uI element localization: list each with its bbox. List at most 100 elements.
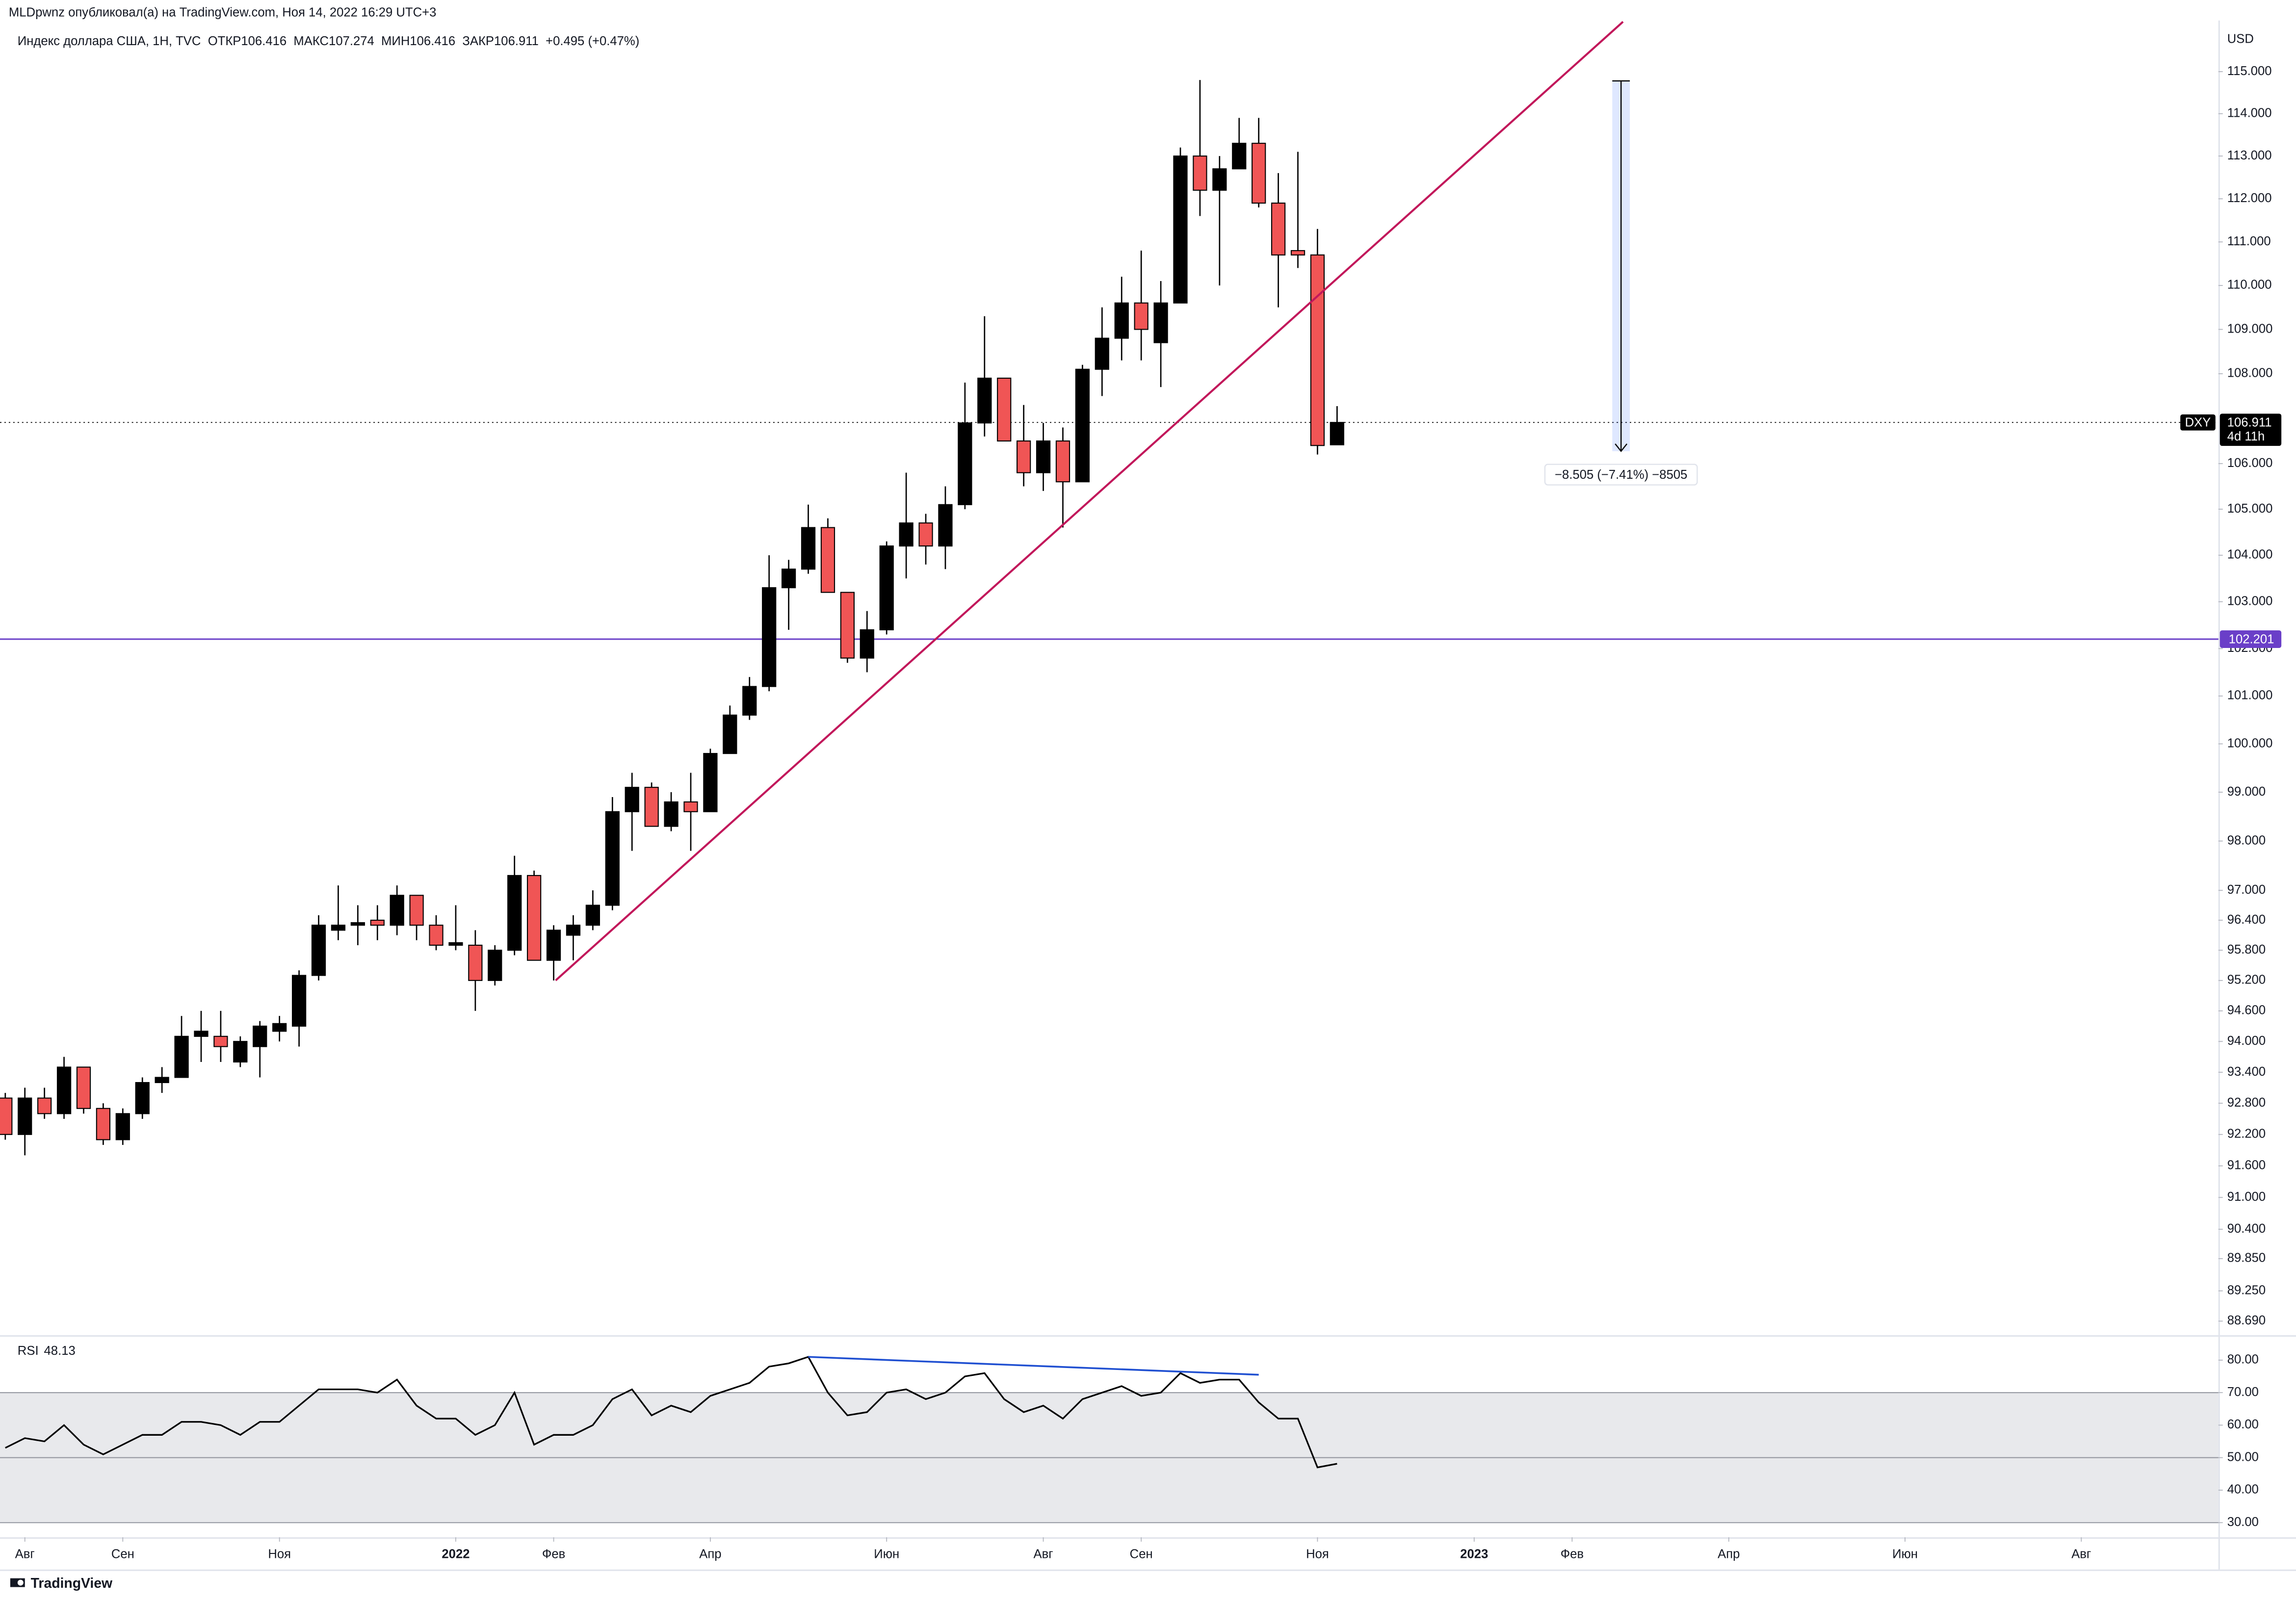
candle-body (546, 930, 561, 961)
y-tick-label: 50.00 (2227, 1450, 2259, 1464)
rsi-pane: RSI 48.13 (0, 1344, 2218, 1524)
candle-body (820, 527, 835, 593)
candle-body (566, 925, 581, 936)
candle-body (155, 1077, 169, 1084)
y-tick-label: 95.200 (2227, 973, 2266, 987)
candle-body (272, 1023, 287, 1032)
y-tick-label: 106.000 (2227, 456, 2273, 470)
candle-body (0, 1097, 13, 1135)
y-tick-label: 80.00 (2227, 1353, 2259, 1367)
x-tick-label: Сен (111, 1548, 134, 1561)
x-tick-label: Авг (1034, 1548, 1053, 1561)
y-tick-label: 97.000 (2227, 883, 2266, 897)
y-tick-label: 90.400 (2227, 1222, 2266, 1236)
rsi-legend-value: 48.13 (44, 1344, 76, 1358)
y-tick-label: 93.400 (2227, 1065, 2266, 1079)
candle-body (1290, 250, 1305, 256)
candle-body (527, 875, 542, 961)
y-tick-label: 110.000 (2227, 278, 2272, 292)
candle-body (1075, 368, 1090, 483)
candle-body (213, 1035, 228, 1047)
candle-body (1017, 440, 1031, 473)
candle-body (1173, 155, 1188, 304)
candle-body (1330, 422, 1345, 445)
candle-body (899, 522, 913, 547)
candle-body (1055, 440, 1070, 483)
legend: Индекс доллара США, 1Н, TVC ОТКР106.416 … (18, 34, 639, 48)
candle-body (1095, 337, 1109, 370)
y-tick-label: 95.800 (2227, 943, 2266, 956)
y-tick-label: 91.600 (2227, 1159, 2266, 1172)
candle-body (76, 1066, 91, 1109)
candle-body (135, 1082, 150, 1114)
x-tick-label: Авг (15, 1548, 35, 1561)
measure-arrow (1615, 443, 1628, 452)
x-tick-label: Ноя (268, 1548, 291, 1561)
candle-body (683, 801, 698, 812)
y-tick-label: 92.800 (2227, 1096, 2266, 1110)
logo-dot (17, 1579, 24, 1586)
candle-body (331, 925, 346, 931)
horizontal-line-tag (2219, 630, 2282, 648)
y-tick-label: 89.250 (2227, 1283, 2266, 1297)
price-pane: −8.505 (−7.41%) −8505 (0, 21, 2218, 1156)
candle-body (174, 1035, 189, 1078)
candle-body (938, 504, 953, 547)
candle-body (801, 527, 816, 570)
candle-body (253, 1025, 267, 1047)
y-tick-label: 101.000 (2227, 689, 2273, 702)
y-tick-label: 94.600 (2227, 1004, 2266, 1017)
symbol-tag-label: DXY (2185, 416, 2211, 430)
y-tick-label: 114.000 (2227, 106, 2272, 120)
candle-body (390, 895, 404, 926)
footer-text: TradingView (31, 1576, 113, 1591)
candle-body (56, 1066, 72, 1114)
measure-label: −8.505 (−7.41%) −8505 (1555, 468, 1687, 482)
axis-unit: USD (2227, 32, 2254, 46)
candle-body (1212, 168, 1227, 191)
y-tick-label: 30.00 (2227, 1515, 2259, 1529)
x-tick-label: 2023 (1460, 1548, 1488, 1561)
footer-logo: TradingView (10, 1576, 113, 1591)
x-tick-label: Фев (1561, 1548, 1584, 1561)
candle-body (448, 942, 463, 946)
candle-body (1232, 143, 1247, 170)
candle-body (918, 522, 933, 547)
candle-body (723, 714, 737, 754)
candle-body (1252, 143, 1266, 204)
y-tick-label: 92.200 (2227, 1127, 2266, 1141)
trendline (555, 21, 1624, 982)
price-tag-label: 106.911 (2227, 416, 2272, 430)
candle-body (409, 895, 424, 926)
countdown-label: 4d 11h (2227, 430, 2265, 443)
y-tick-label: 99.000 (2227, 785, 2266, 799)
candle-body (879, 545, 894, 631)
candle-body (605, 811, 620, 906)
candle-body (703, 753, 718, 812)
y-tick-label: 94.000 (2227, 1034, 2266, 1048)
candle-body (468, 944, 483, 981)
candle-body (958, 422, 972, 505)
y-tick-label: 115.000 (2227, 64, 2272, 78)
candle-body (507, 875, 522, 951)
y-tick-label: 88.690 (2227, 1314, 2266, 1327)
y-tick-label: 105.000 (2227, 502, 2273, 516)
candle-body (781, 568, 796, 589)
header: MLDpwnz опубликовал(а) на TradingView.co… (9, 6, 436, 20)
candle-body (742, 686, 757, 716)
candle-body (1153, 302, 1168, 343)
candle-body (644, 787, 659, 827)
candle-body (488, 950, 502, 981)
candle-body (840, 592, 855, 659)
x-tick-label: Июн (874, 1548, 899, 1561)
candle-body (96, 1108, 110, 1140)
x-tick-label: Апр (1718, 1548, 1740, 1561)
candle-body (370, 919, 385, 926)
candle-body (625, 787, 639, 812)
price-tag (2219, 413, 2282, 446)
y-tick-label: 104.000 (2227, 548, 2273, 562)
axes: 115.000 114.000 113.000 112.000 111.000 110.0… (15, 64, 2282, 1561)
divergence-line (808, 1356, 1259, 1376)
candle-body (997, 377, 1012, 442)
